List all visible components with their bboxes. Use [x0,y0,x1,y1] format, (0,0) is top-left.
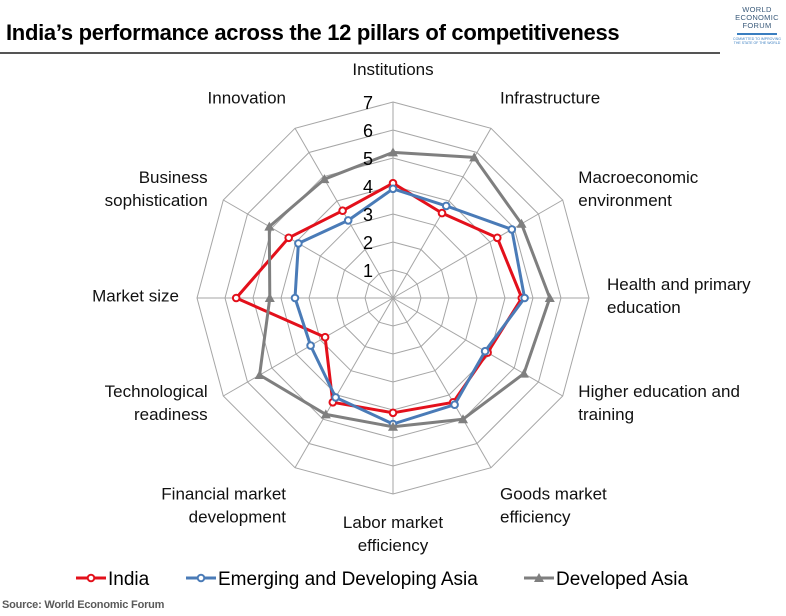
tick-label: 2 [363,233,373,253]
radar-category-labels: Institutions Infrastructure Macroeconomic e… [92,60,751,555]
data-point [233,295,240,302]
legend-item: India [76,569,150,590]
series-line [295,189,525,424]
source-note: Source: World Economic Forum [2,599,164,611]
tick-label: 7 [363,93,373,113]
category-label: Institutions [352,60,433,79]
data-point [255,370,265,379]
radar-tick-labels: 1 2 3 4 5 6 7 [363,93,373,281]
legend-marker [198,575,205,582]
series-emerging-and-developing-asia [292,186,528,428]
data-point [482,348,489,355]
data-point [390,410,397,417]
category-label: Innovation [208,89,286,108]
category-label: Business sophistication [105,168,208,210]
category-label: Labor market efficiency [343,513,443,555]
category-label: Higher education and training [578,382,740,424]
category-label: Infrastructure [500,89,600,108]
legend-label: Developed Asia [556,569,688,590]
data-point [285,235,292,242]
data-point [451,401,458,408]
category-label: Health and primary education [607,275,751,317]
category-label: Technological readiness [105,382,208,424]
legend-item: Emerging and Developing Asia [186,569,478,590]
category-label: Financial market development [161,484,286,526]
data-point [295,240,302,247]
category-label: Macroeconomic environment [578,168,698,210]
data-point [307,342,314,349]
data-point [519,369,529,378]
data-point [521,295,528,302]
legend-label: India [108,569,150,590]
radar-grid [197,102,589,494]
category-label: Market size [92,287,179,306]
data-point [345,217,352,224]
data-point [292,295,299,302]
tick-label: 3 [363,205,373,225]
data-point [443,203,450,210]
tick-label: 5 [363,149,373,169]
category-label: Goods market efficiency [500,484,607,526]
data-point [509,226,516,233]
data-point [332,394,339,401]
tick-label: 1 [363,261,373,281]
data-point [494,235,501,242]
radar-series [233,147,555,430]
legend-marker [88,575,95,582]
legend-label: Emerging and Developing Asia [218,569,478,590]
tick-label: 4 [363,177,373,197]
tick-label: 6 [363,121,373,141]
chart-legend: India Emerging and Developing Asia Develop… [76,569,688,590]
data-point [439,210,446,217]
data-point [322,334,329,341]
data-point [390,186,397,193]
data-point [339,207,346,214]
legend-item: Developed Asia [524,569,688,590]
